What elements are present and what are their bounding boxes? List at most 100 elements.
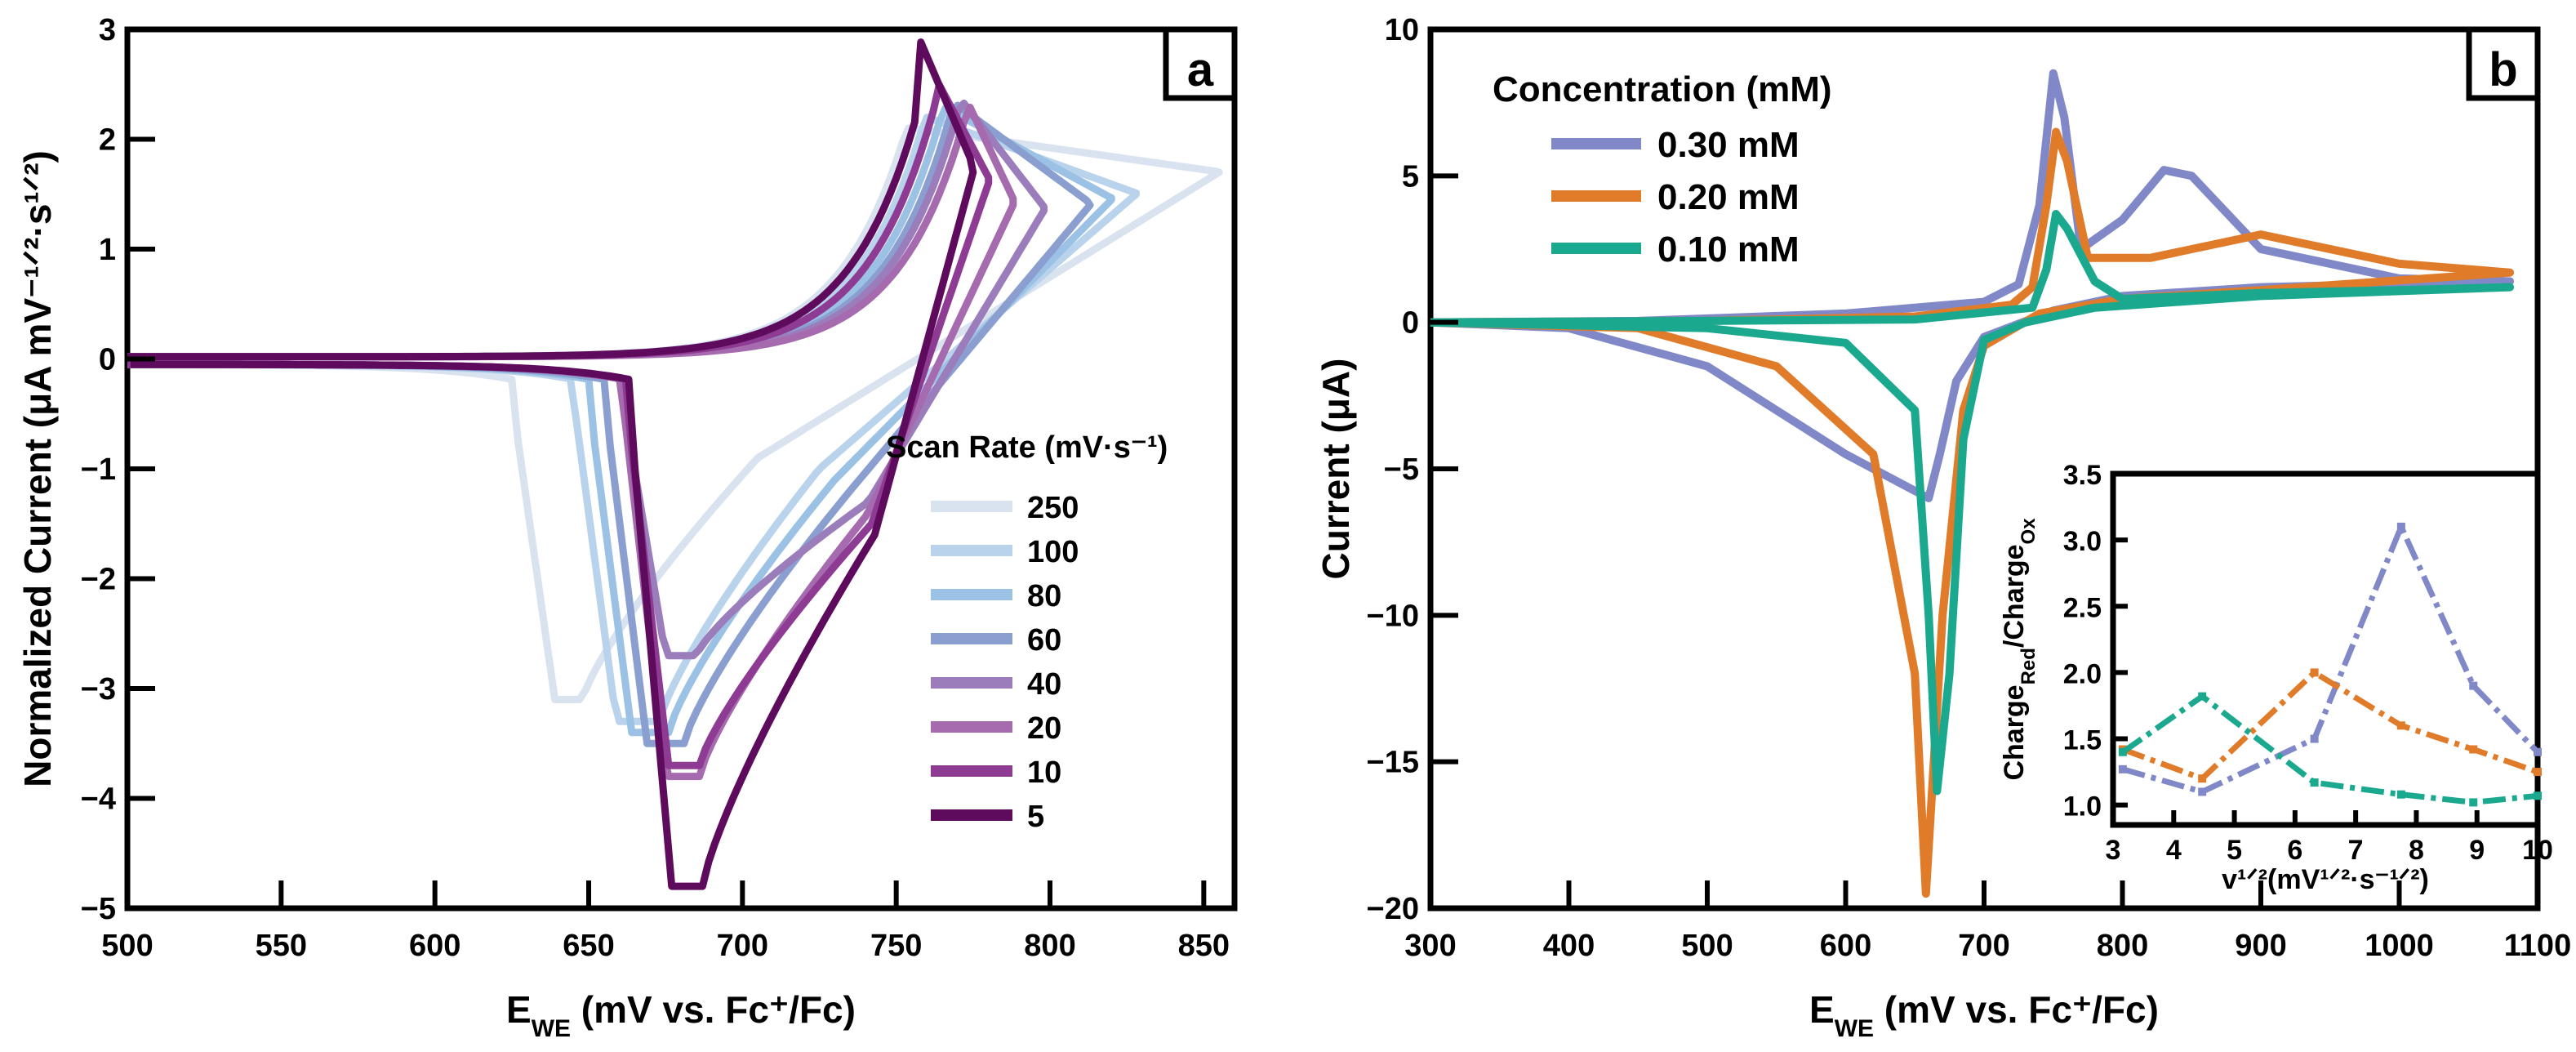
inset-point [2198,787,2207,796]
legend-label-0.10 mM: 0.10 mM [1657,230,1800,270]
inset-x-ticks: 3 4 5 6 7 8 9 10 [2106,810,2553,866]
x-tick-label: 700 [1958,929,2009,963]
legend-label-0.30 mM: 0.30 mM [1657,125,1800,165]
inset-curves [2118,519,2542,807]
inset-point [2310,734,2319,743]
cv-curve-5 [127,38,977,890]
y-tick-label: −15 [1367,746,1419,780]
panel-a-y-ticks: −5 −4 −3 −2 −1 0 1 2 3 [81,13,155,926]
cv-curve-10 [127,81,993,769]
inset-point [2118,764,2127,773]
panel-b-x-ticks: 300 400 500 600 700 800 900 1000 1100 [1404,880,2571,963]
inset-point [2310,778,2319,787]
inset-point [2396,522,2405,531]
y-tick-label: 1.5 [2063,725,2102,756]
x-tick-label: 600 [1820,929,1871,963]
legend-label-60: 60 [1027,623,1061,658]
panel-a-legend-title: Scan Rate (mV·s⁻¹) [886,430,1168,465]
y-tick-label: −1 [81,452,116,487]
inset-point [2118,747,2127,756]
y-tick-label: 5 [1402,159,1419,194]
legend-label-0.20 mM: 0.20 mM [1657,177,1800,217]
y-tick-label: 3.0 [2063,526,2102,557]
panel-a-x-label: EWE (mV vs. Fc⁺/Fc) [506,988,856,1042]
x-tick-label: 800 [1024,929,1075,963]
y-tick-label: 0 [1402,306,1419,341]
legend-label-20: 20 [1027,711,1061,746]
panel-b-label: b [2489,43,2517,96]
x-tick-label: 5 [2227,835,2242,866]
x-tick-label: 3 [2106,835,2121,866]
x-tick-label: 750 [870,929,922,963]
inset-point [2198,774,2207,783]
y-tick-label: −4 [81,782,116,817]
x-tick-label: 800 [2097,929,2148,963]
legend-label-10: 10 [1027,756,1061,790]
y-tick-label: 1.0 [2063,791,2102,822]
legend-label-250: 250 [1027,491,1079,525]
x-tick-label: 700 [717,929,768,963]
x-tick-label: 4 [2166,835,2182,866]
y-tick-label: −10 [1367,599,1419,633]
inset-line-0.30 mM [2121,519,2540,796]
cv-curve-0.10 mM [1430,210,2515,796]
panel-a-y-label: Normalized Current (μA mV⁻¹ᐟ²·s¹ᐟ²) [16,150,59,787]
cv-curve-0.30 mM [1430,69,2515,502]
y-tick-label: 2.5 [2063,592,2102,623]
panel-a-x-ticks: 500 550 600 650 700 750 800 850 [101,880,1230,963]
panel-a-label: a [1187,43,1214,96]
inset-line-0.10 mM [2120,693,2538,805]
panel-b: 300 400 500 600 700 800 900 1000 1100 −20−15−10−… [1315,13,2571,1042]
y-tick-label: −2 [81,563,116,597]
x-tick-label: 650 [563,929,614,963]
x-tick-label: 500 [101,929,153,963]
panel-a: 500 550 600 650 700 750 800 850 −5−4−3−2−10123 … [16,13,1238,1042]
legend-label-40: 40 [1027,667,1061,702]
y-tick-label: 2 [99,123,116,158]
x-tick-label: 300 [1404,929,1456,963]
y-tick-label: 0 [99,343,116,377]
x-tick-label: 600 [409,929,460,963]
cv-curve-0.20 mM [1430,127,2515,898]
y-tick-label: 1 [99,233,116,267]
inset-point [2469,798,2478,807]
inset-frame [2110,470,2541,828]
x-tick-label: 9 [2469,835,2485,866]
y-tick-label: 3 [99,13,116,47]
inset-point [2534,747,2542,756]
y-tick-label: −5 [81,892,116,926]
x-tick-label: 400 [1543,929,1595,963]
inset-point [2534,791,2542,800]
panel-b-curves [1430,69,2515,898]
inset-point [2534,768,2542,777]
inset-point [2396,721,2405,730]
inset-x-label: v¹ᐟ²(mV¹ᐟ²·s⁻¹ᐟ²) [2222,864,2429,895]
panel-b-legend: 0.30 mM 0.20 mM 0.10 mM [1551,125,1800,270]
y-tick-label: 3.5 [2063,460,2102,491]
inset-point [2469,745,2478,754]
inset-point [2310,668,2319,677]
legend-label-100: 100 [1027,535,1079,569]
panel-b-x-label: EWE (mV vs. Fc⁺/Fc) [1809,988,2159,1042]
x-tick-label: 10 [2522,835,2553,866]
x-tick-label: 8 [2409,835,2424,866]
x-tick-label: 7 [2348,835,2364,866]
x-tick-label: 6 [2287,835,2302,866]
inset-line-0.20 mM [2121,669,2539,782]
inset-y-label: ChargeRed/ChargeOx [1999,518,2040,781]
x-tick-label: 900 [2235,929,2286,963]
y-tick-label: −3 [81,672,116,707]
x-tick-label: 1000 [2365,929,2434,963]
panel-b-y-label: Current (μA) [1315,359,1357,580]
x-tick-label: 1100 [2504,929,2571,963]
y-tick-label: 2.0 [2063,658,2102,689]
inset-point [2198,692,2207,701]
x-tick-label: 850 [1178,929,1230,963]
cv-curve-250 [127,124,1223,703]
inset-point [2469,681,2478,690]
panel-a-curves [127,38,1223,890]
panel-a-legend: 250 100 80 60 40 20 10 5 [931,491,1079,834]
inset-chart: 3 4 5 6 7 8 9 10 1.0 1.5 2.0 2.5 3.0 3.5 v¹ᐟ²(mV¹ᐟ²·… [1999,460,2553,895]
x-tick-label: 550 [256,929,307,963]
